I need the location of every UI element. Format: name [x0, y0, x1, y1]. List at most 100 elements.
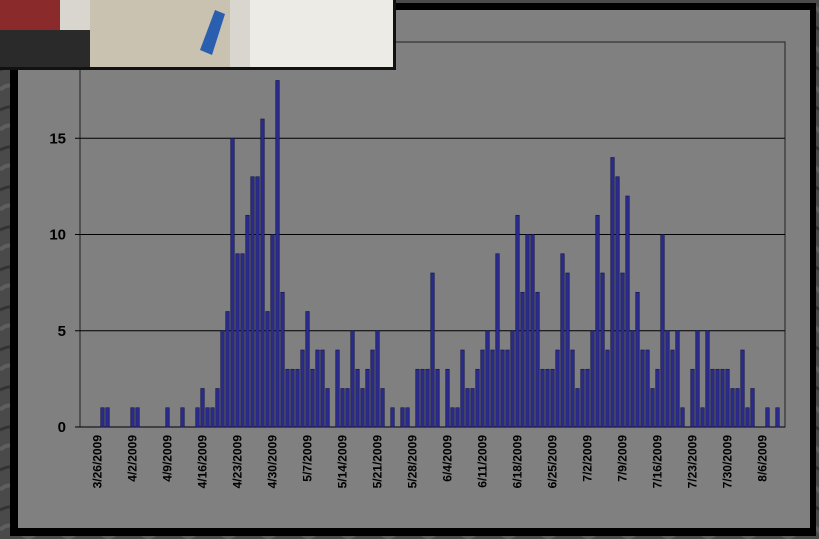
photo-detail	[250, 0, 393, 67]
bar	[545, 368, 550, 428]
bar	[130, 407, 135, 428]
bar	[285, 368, 290, 428]
bar	[355, 368, 360, 428]
bar	[745, 407, 750, 428]
x-tick-label: 7/2/2009	[581, 435, 595, 482]
bar	[260, 118, 265, 428]
bar	[660, 234, 665, 428]
bar	[470, 388, 475, 428]
bar	[475, 368, 480, 428]
y-tick-label: 0	[58, 419, 66, 436]
bar	[655, 368, 660, 428]
bar	[465, 388, 470, 428]
bar	[415, 368, 420, 428]
bar	[135, 407, 140, 428]
x-tick-label: 5/28/2009	[406, 435, 420, 489]
bar	[580, 368, 585, 428]
bar	[225, 311, 230, 428]
bar	[405, 407, 410, 428]
bar	[435, 368, 440, 428]
bar	[290, 368, 295, 428]
bar	[500, 349, 505, 428]
bar	[200, 388, 205, 428]
x-tick-label: 4/16/2009	[196, 435, 210, 489]
bar	[310, 368, 315, 428]
bar	[215, 388, 220, 428]
bar	[515, 214, 520, 428]
x-tick-label: 4/9/2009	[161, 435, 175, 482]
x-tick-label: 5/7/2009	[301, 435, 315, 482]
bar	[665, 330, 670, 428]
bar	[235, 253, 240, 428]
bar	[345, 388, 350, 428]
photo-detail	[0, 0, 60, 30]
y-tick-label: 5	[58, 323, 66, 340]
photo-detail	[0, 30, 90, 67]
bar	[430, 272, 435, 428]
bar	[695, 330, 700, 428]
bar	[565, 272, 570, 428]
bar	[455, 407, 460, 428]
photo-detail	[200, 10, 225, 55]
bar	[375, 330, 380, 428]
bar	[325, 388, 330, 428]
bar	[365, 368, 370, 428]
bar	[555, 349, 560, 428]
y-tick-label: 15	[49, 130, 66, 147]
bar	[495, 253, 500, 428]
bar	[725, 368, 730, 428]
bar	[295, 368, 300, 428]
bar	[600, 272, 605, 428]
photo	[0, 0, 396, 70]
bar	[530, 234, 535, 428]
x-tick-label: 6/4/2009	[441, 435, 455, 482]
x-tick-label: 7/30/2009	[721, 435, 735, 489]
bar	[105, 407, 110, 428]
bar	[180, 407, 185, 428]
x-tick-label: 5/14/2009	[336, 435, 350, 489]
bar	[605, 349, 610, 428]
x-tick-label: 7/9/2009	[616, 435, 630, 482]
bar	[450, 407, 455, 428]
bar	[510, 330, 515, 428]
bar	[240, 253, 245, 428]
bar	[645, 349, 650, 428]
bar	[575, 388, 580, 428]
x-tick-label: 6/25/2009	[546, 435, 560, 489]
bar	[320, 349, 325, 428]
bar	[525, 234, 530, 428]
bar	[680, 407, 685, 428]
bar	[220, 330, 225, 428]
bar	[380, 388, 385, 428]
bar	[590, 330, 595, 428]
bar	[270, 234, 275, 428]
bar	[650, 388, 655, 428]
bar	[610, 157, 615, 428]
bar	[715, 368, 720, 428]
bar	[640, 349, 645, 428]
bar	[420, 368, 425, 428]
bar	[750, 388, 755, 428]
plot: 0 5 10 15 3/26/2009 4/2/2009 4/9/2009 4/16/2009…	[49, 41, 786, 489]
bar	[425, 368, 430, 428]
bar	[535, 291, 540, 428]
bar	[340, 388, 345, 428]
bar	[675, 330, 680, 428]
x-tick-label: 4/2/2009	[126, 435, 140, 482]
bar	[245, 214, 250, 428]
x-tick-label: 8/6/2009	[756, 435, 770, 482]
bar	[300, 349, 305, 428]
bar	[740, 349, 745, 428]
bar	[730, 388, 735, 428]
bar	[690, 368, 695, 428]
x-tick-label: 5/21/2009	[371, 435, 385, 489]
bar	[370, 349, 375, 428]
bar	[635, 291, 640, 428]
x-tick-label: 6/11/2009	[476, 435, 490, 488]
bar	[710, 368, 715, 428]
bar	[230, 137, 235, 428]
bar	[335, 349, 340, 428]
bar	[620, 272, 625, 428]
